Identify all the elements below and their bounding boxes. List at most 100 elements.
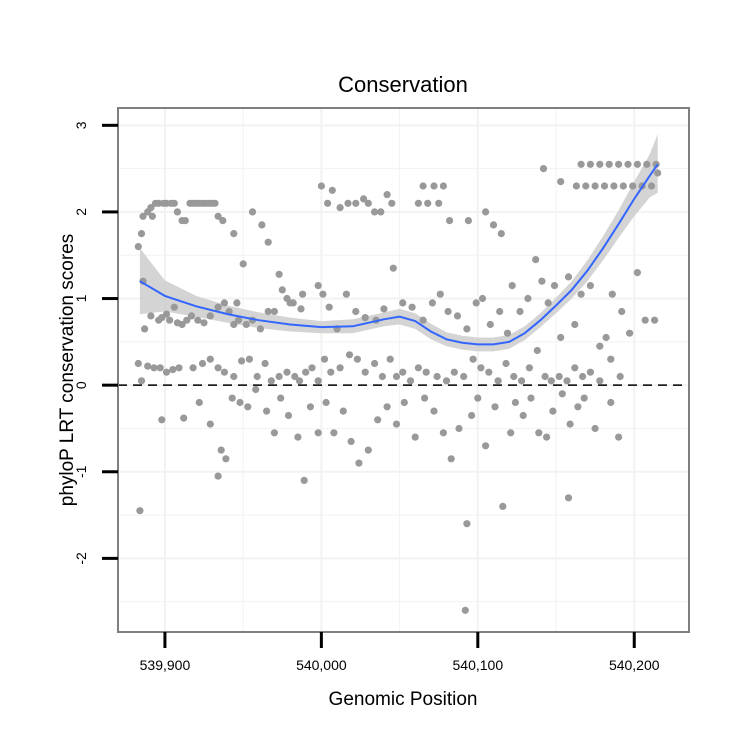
- data-point: [220, 368, 228, 376]
- data-point: [195, 398, 203, 407]
- data-point: [533, 346, 541, 355]
- y-axis-title: phyloP LRT conservation scores: [57, 234, 78, 507]
- data-point: [511, 398, 519, 407]
- data-point: [496, 307, 504, 316]
- data-point: [228, 394, 236, 402]
- data-point: [615, 160, 623, 168]
- data-point: [446, 217, 454, 225]
- data-point: [453, 312, 462, 320]
- data-point: [295, 377, 304, 385]
- data-point: [436, 290, 444, 298]
- data-point: [294, 433, 302, 441]
- data-point: [624, 160, 632, 168]
- data-point: [230, 230, 238, 238]
- data-point: [283, 368, 291, 376]
- data-point: [596, 160, 604, 168]
- data-point: [364, 199, 372, 207]
- data-point: [442, 377, 451, 385]
- data-point: [264, 307, 272, 316]
- data-point: [214, 212, 222, 220]
- data-point: [602, 333, 610, 342]
- data-point: [596, 377, 604, 385]
- data-point: [383, 403, 391, 411]
- data-point: [134, 359, 142, 368]
- data-point: [211, 199, 219, 207]
- data-point: [219, 217, 227, 225]
- data-point: [206, 312, 214, 320]
- data-point: [406, 377, 415, 385]
- data-point: [233, 299, 241, 307]
- data-point: [253, 372, 261, 381]
- data-point: [654, 169, 662, 177]
- data-point: [180, 414, 188, 422]
- data-point: [547, 377, 555, 385]
- data-point: [275, 372, 283, 381]
- data-point: [464, 217, 472, 225]
- data-point: [538, 277, 546, 285]
- data-point: [327, 368, 335, 376]
- data-point: [378, 372, 386, 381]
- data-point: [474, 394, 482, 402]
- data-point: [342, 290, 350, 298]
- data-point: [485, 368, 493, 376]
- data-point: [582, 182, 590, 190]
- data-point: [386, 355, 394, 363]
- data-point: [214, 303, 222, 311]
- data-point: [577, 160, 585, 168]
- data-point: [478, 294, 487, 303]
- data-point: [284, 411, 293, 420]
- data-point: [600, 182, 609, 190]
- data-point: [345, 351, 354, 359]
- data-point: [591, 424, 599, 433]
- data-point: [516, 307, 524, 316]
- y-axis: -2 -1 0 1 2 3: [73, 121, 118, 565]
- data-point: [214, 472, 222, 480]
- data-point: [147, 312, 155, 320]
- data-point: [518, 377, 526, 385]
- data-point: [339, 407, 347, 415]
- x-tick-label: 540,200: [609, 657, 660, 673]
- data-point: [147, 204, 155, 212]
- x-tick-label: 539,900: [140, 657, 191, 673]
- data-point: [524, 294, 532, 303]
- data-point: [508, 282, 516, 290]
- data-point: [389, 264, 397, 272]
- data-point: [314, 377, 322, 385]
- data-point: [230, 320, 238, 329]
- data-point: [302, 368, 310, 376]
- data-point: [566, 420, 574, 428]
- data-point: [468, 411, 476, 420]
- data-point: [278, 286, 286, 294]
- data-point: [136, 507, 144, 515]
- data-point: [447, 455, 455, 463]
- data-point: [291, 372, 299, 381]
- data-point: [258, 221, 266, 229]
- data-point: [355, 459, 363, 467]
- data-point: [422, 368, 430, 376]
- data-point: [325, 303, 333, 311]
- data-point: [641, 316, 649, 324]
- data-point: [286, 299, 294, 307]
- data-point: [544, 299, 552, 307]
- data-point: [222, 455, 230, 463]
- data-point: [200, 319, 208, 327]
- data-point: [181, 217, 189, 225]
- data-point: [652, 160, 660, 168]
- data-point: [444, 307, 452, 316]
- data-point: [525, 364, 534, 372]
- data-point: [626, 329, 634, 337]
- data-point: [360, 195, 368, 203]
- data-point: [361, 314, 369, 322]
- data-point: [252, 385, 260, 394]
- data-point: [419, 316, 427, 324]
- data-point: [344, 199, 352, 207]
- data-point: [608, 290, 616, 298]
- data-point: [460, 372, 468, 381]
- data-point: [392, 420, 401, 428]
- data-point: [610, 182, 618, 190]
- data-point: [651, 316, 659, 324]
- data-point: [234, 316, 243, 324]
- data-point: [421, 394, 429, 402]
- data-point: [469, 355, 477, 363]
